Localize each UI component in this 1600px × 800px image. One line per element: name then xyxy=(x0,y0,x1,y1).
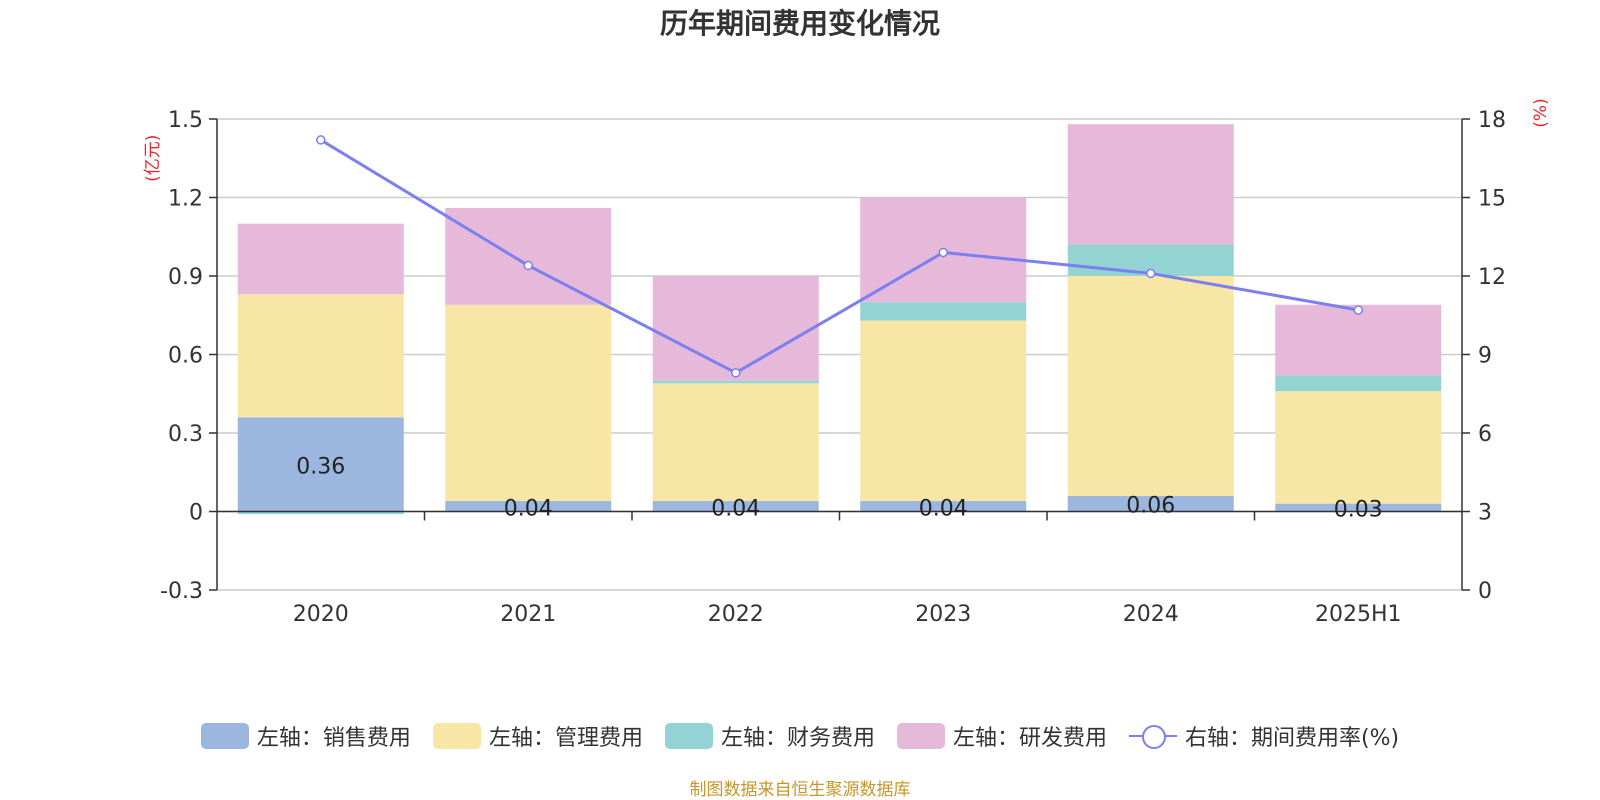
data-label-sales: 0.06 xyxy=(1126,494,1175,519)
data-label-sales: 0.04 xyxy=(504,496,553,521)
bar-admin xyxy=(860,320,1027,502)
source-note: 制图数据来自恒生聚源数据库 xyxy=(689,780,911,800)
bar-finance xyxy=(237,511,404,515)
x-tick-label: 2024 xyxy=(1123,602,1179,627)
y-left-tick-label: 0.3 xyxy=(168,422,203,447)
rate-point xyxy=(523,260,533,271)
bar-admin xyxy=(1067,276,1234,496)
x-tick-label: 2022 xyxy=(708,602,764,627)
data-label-sales: 0.04 xyxy=(919,496,968,521)
rate-point xyxy=(731,368,741,378)
data-label-sales: 0.36 xyxy=(296,454,345,479)
y-left-tick-label: 0 xyxy=(189,501,203,526)
bar-finance xyxy=(860,302,1027,321)
chart-legend: 左轴：销售费用 左轴：管理费用 左轴：财务费用 左轴：研发费用 右轴：期间费用率… xyxy=(0,720,1600,752)
bar-rnd xyxy=(445,207,612,305)
legend-swatch-admin xyxy=(432,723,481,749)
legend-swatch-finance xyxy=(664,723,713,749)
bar-admin xyxy=(652,383,819,502)
legend-swatch-rnd xyxy=(896,723,945,749)
y-right-tick-label: 9 xyxy=(1478,344,1492,369)
data-label-sales: 0.04 xyxy=(711,496,760,521)
x-tick-label: 2021 xyxy=(500,602,556,627)
bar-sales xyxy=(237,417,404,512)
legend-label-rnd: 左轴：研发费用 xyxy=(952,726,1107,751)
data-label-sales: 0.03 xyxy=(1334,498,1383,523)
y-right-tick-label: 18 xyxy=(1478,108,1506,133)
bar-rnd xyxy=(1067,124,1234,245)
legend-item-admin[interactable]: 左轴：管理费用 xyxy=(432,720,643,752)
bar-admin xyxy=(237,294,404,418)
rate-point xyxy=(1353,305,1363,315)
chart-canvas: -0.3 0 0.3 0.6 0.9 1.2 1.5 0 3 6 9 12 15 18 (亿元) (%) 202… xyxy=(143,98,1551,627)
y-right-tick-label: 0 xyxy=(1478,579,1492,604)
y-right-unit-label: (%) xyxy=(1531,98,1551,127)
bar-rnd xyxy=(652,276,819,381)
bar-sales xyxy=(1275,503,1442,512)
bar-rnd xyxy=(237,223,404,295)
rate-line xyxy=(319,138,1359,375)
rate-point xyxy=(316,135,326,145)
bar-finance xyxy=(1275,375,1442,392)
y-left-tick-label: 1.5 xyxy=(168,108,203,133)
y-right-tick-label: 6 xyxy=(1478,422,1492,447)
y-right-tick-label: 12 xyxy=(1478,265,1506,290)
x-tick-label: 2025H1 xyxy=(1315,602,1402,627)
y-left-unit-label: (亿元) xyxy=(143,135,163,182)
bar-sales xyxy=(445,501,612,512)
y-left-tick-label: 0.9 xyxy=(168,265,203,290)
bar-admin xyxy=(445,304,612,502)
legend-label-rate: 右轴：期间费用率(%) xyxy=(1184,726,1400,751)
rate-point xyxy=(1146,268,1156,279)
x-tick-label: 2023 xyxy=(915,602,971,627)
bar-finance xyxy=(652,380,819,384)
y-left-tick-label: 0.6 xyxy=(168,344,203,369)
bar-admin xyxy=(1275,391,1442,504)
legend-label-sales: 左轴：销售费用 xyxy=(256,726,411,751)
bar-sales xyxy=(860,501,1027,512)
legend-label-finance: 左轴：财务费用 xyxy=(720,726,875,751)
legend-swatch-rate xyxy=(1128,723,1177,749)
bar-sales xyxy=(652,501,819,512)
chart-title: 历年期间费用变化情况 xyxy=(659,7,940,40)
legend-swatch-sales xyxy=(200,723,249,749)
legend-item-finance[interactable]: 左轴：财务费用 xyxy=(664,720,875,752)
bar-rnd xyxy=(1275,304,1442,376)
y-left-tick-label: 1.2 xyxy=(168,187,203,212)
legend-label-admin: 左轴：管理费用 xyxy=(488,726,643,751)
y-right-tick-label: 15 xyxy=(1478,187,1506,212)
rate-point xyxy=(938,247,948,258)
bar-sales xyxy=(1067,495,1234,512)
legend-item-rate[interactable]: 右轴：期间费用率(%) xyxy=(1128,720,1400,752)
y-left-tick-label: -0.3 xyxy=(160,579,203,604)
x-tick-label: 2020 xyxy=(293,602,349,627)
legend-item-rnd[interactable]: 左轴：研发费用 xyxy=(896,720,1107,752)
legend-item-sales[interactable]: 左轴：销售费用 xyxy=(200,720,411,752)
y-right-tick-label: 3 xyxy=(1478,501,1492,526)
